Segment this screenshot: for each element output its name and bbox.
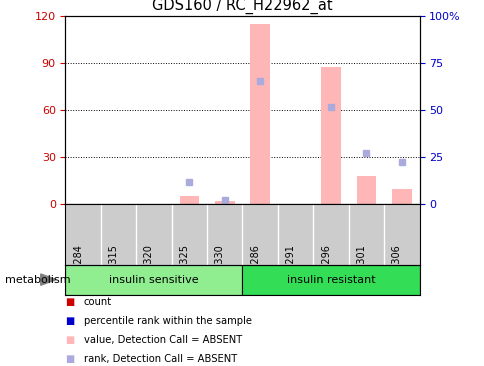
- Text: insulin sensitive: insulin sensitive: [109, 274, 198, 285]
- Bar: [356, 176, 376, 204]
- Text: count: count: [84, 297, 112, 307]
- Text: metabolism: metabolism: [5, 274, 70, 285]
- Bar: [391, 188, 411, 204]
- Bar: [320, 67, 340, 204]
- Polygon shape: [41, 274, 56, 285]
- Text: ■: ■: [65, 335, 75, 345]
- Text: ■: ■: [65, 316, 75, 326]
- Text: insulin resistant: insulin resistant: [286, 274, 375, 285]
- FancyBboxPatch shape: [242, 265, 419, 295]
- Text: ■: ■: [65, 297, 75, 307]
- Text: value, Detection Call = ABSENT: value, Detection Call = ABSENT: [84, 335, 242, 345]
- Title: GDS160 / RC_H22962_at: GDS160 / RC_H22962_at: [152, 0, 332, 14]
- Bar: [250, 24, 270, 204]
- Bar: [179, 197, 199, 204]
- Bar: [214, 201, 234, 204]
- Text: percentile rank within the sample: percentile rank within the sample: [84, 316, 251, 326]
- Text: ■: ■: [65, 354, 75, 364]
- FancyBboxPatch shape: [65, 265, 242, 295]
- Text: rank, Detection Call = ABSENT: rank, Detection Call = ABSENT: [84, 354, 237, 364]
